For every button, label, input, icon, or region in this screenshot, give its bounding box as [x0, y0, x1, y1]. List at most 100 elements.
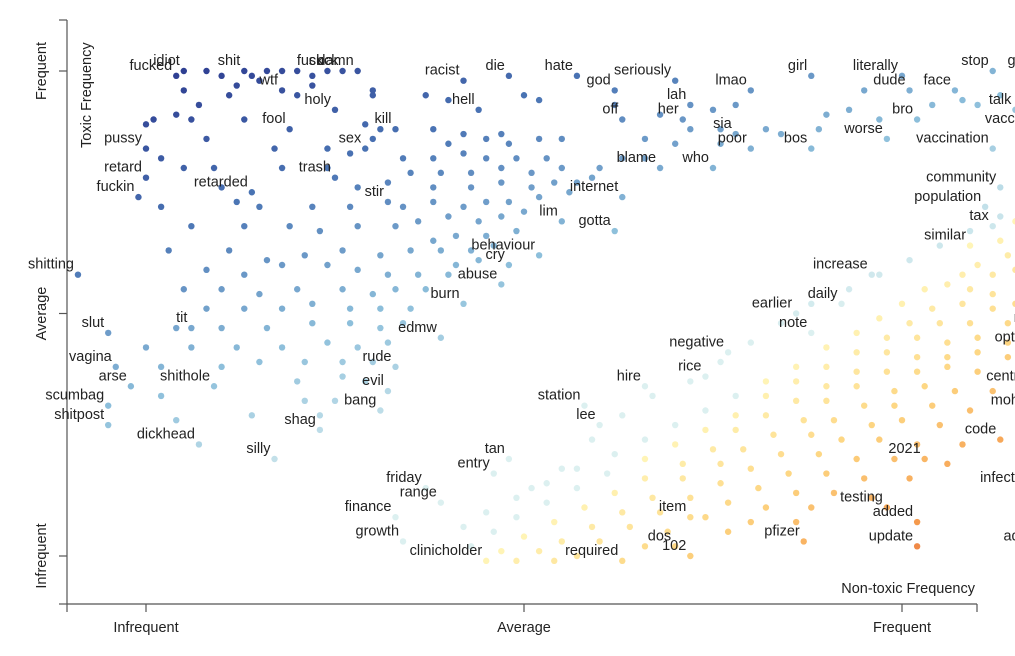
data-point: [1004, 320, 1012, 327]
word-label-talk: talk: [989, 92, 1012, 108]
data-point: [588, 436, 596, 443]
data-point: [203, 305, 210, 312]
data-point: [876, 436, 883, 443]
data-point: [929, 402, 936, 409]
data-point: [535, 547, 543, 555]
data-point: [1004, 353, 1012, 361]
labeled-point-dos: [672, 543, 679, 550]
data-point: [483, 155, 490, 162]
data-point: [944, 353, 951, 361]
data-point: [263, 324, 271, 332]
labeled-point-silly: [271, 455, 278, 463]
data-point: [218, 363, 225, 371]
labeled-point-die: [505, 72, 513, 80]
word-label-option: option: [995, 329, 1015, 345]
data-point: [498, 213, 505, 220]
data-point: [467, 184, 475, 191]
labeled-point-behaviour: [535, 252, 543, 259]
word-label-retarded: retarded: [194, 174, 248, 190]
labeled-point-fuckin: [135, 193, 142, 201]
data-point: [702, 426, 709, 434]
data-point: [157, 363, 165, 371]
data-point: [906, 256, 913, 264]
word-label-abuse: abuse: [458, 266, 498, 282]
data-point: [876, 116, 883, 123]
data-point: [483, 509, 490, 516]
word-label-hire: hire: [617, 368, 641, 384]
word-label-retard: retard: [104, 160, 142, 176]
data-point: [498, 179, 505, 186]
data-point: [944, 339, 951, 346]
data-point: [452, 232, 460, 240]
word-label-tit: tit: [176, 310, 187, 326]
data-point: [792, 518, 800, 526]
data-point: [520, 92, 528, 99]
data-point: [203, 266, 210, 274]
data-point: [331, 397, 339, 404]
data-point: [430, 126, 437, 133]
data-point: [346, 320, 354, 327]
data-point: [664, 528, 671, 535]
data-point: [324, 261, 331, 269]
data-point: [407, 247, 414, 254]
data-point: [256, 290, 263, 298]
labeled-point-sex: [362, 145, 369, 152]
labeled-point-population: [981, 203, 989, 210]
word-label-idiot: idiot: [153, 53, 180, 69]
data-point: [218, 324, 225, 332]
labeled-point-seriously: [672, 77, 679, 84]
labeled-point-arse: [127, 383, 135, 390]
data-point: [256, 77, 263, 84]
word-label-stir: stir: [365, 184, 385, 200]
labeled-point-bang: [377, 407, 384, 414]
data-point: [672, 140, 679, 147]
labeled-point-note: [808, 329, 815, 337]
data-point: [445, 271, 452, 278]
labeled-point-kill: [392, 126, 399, 133]
word-label-dos: dos: [648, 528, 671, 544]
data-point: [354, 344, 361, 351]
data-point: [732, 412, 739, 419]
word-label-entry: entry: [458, 456, 491, 472]
data-point: [770, 431, 777, 438]
labeled-point-cry: [505, 261, 513, 269]
labeled-point-vagina: [112, 363, 119, 371]
word-label-vaccination: vaccination: [916, 131, 989, 147]
word-label-fucked: fucked: [130, 58, 173, 74]
data-point: [702, 514, 709, 521]
data-point: [157, 392, 165, 400]
data-point: [399, 155, 407, 162]
labeled-point-lee: [596, 421, 603, 429]
word-label-kill: kill: [375, 111, 392, 127]
labeled-point-damn: [354, 67, 361, 75]
data-point: [150, 116, 157, 123]
data-point: [241, 223, 248, 230]
data-point: [891, 387, 898, 395]
data-point: [513, 494, 520, 501]
data-point: [362, 121, 369, 128]
data-point: [853, 349, 860, 356]
labeled-point-similar: [966, 242, 974, 249]
data-point: [309, 72, 316, 80]
data-point: [467, 169, 475, 177]
labeled-point-who: [709, 164, 717, 172]
data-point: [936, 320, 943, 327]
data-point: [581, 504, 588, 511]
data-point: [430, 155, 437, 162]
labeled-point-code: [997, 436, 1004, 443]
data-point: [475, 256, 482, 264]
x-axis-ticks: Infrequent Average Frequent: [113, 604, 931, 636]
data-point: [830, 489, 838, 497]
word-label-suck: suck: [309, 53, 340, 69]
data-point: [989, 271, 996, 278]
data-point: [974, 101, 981, 109]
data-point: [997, 92, 1004, 99]
labeled-point-earlier: [792, 310, 800, 317]
data-point: [777, 450, 785, 458]
labeled-point-lmao: [747, 87, 754, 94]
data-point: [588, 174, 596, 181]
data-point: [467, 247, 475, 254]
data-point: [959, 441, 966, 448]
